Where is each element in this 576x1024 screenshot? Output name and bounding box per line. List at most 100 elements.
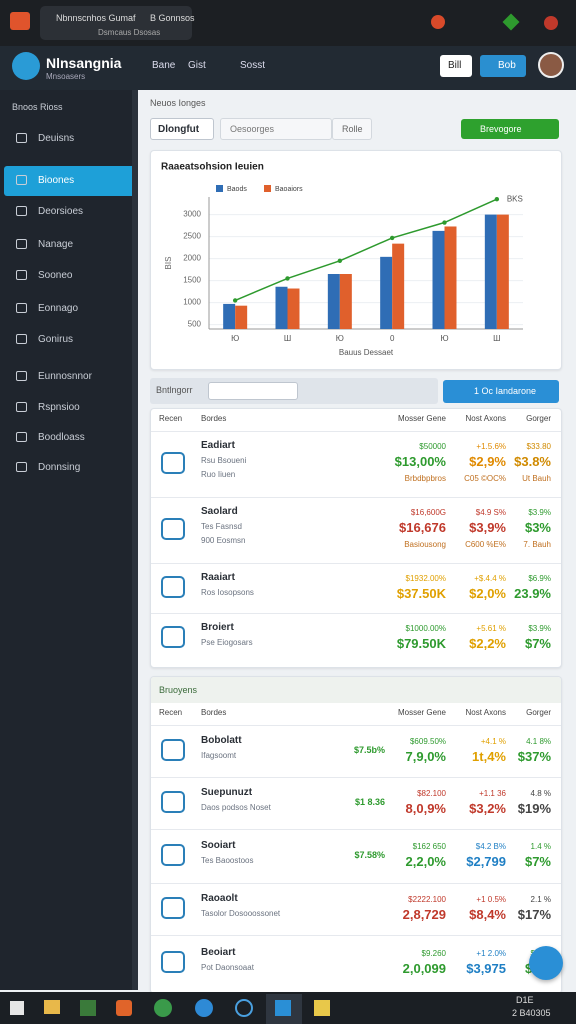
select-label: Bntlngorr	[156, 385, 193, 395]
browser-tab[interactable]	[40, 6, 192, 40]
sidebar-item[interactable]: Eunnosnnor	[38, 371, 92, 382]
sidebar-item[interactable]: Gonirus	[38, 334, 74, 345]
cell-value: 2,8,729	[402, 907, 446, 922]
cell-value: C600 %E%	[465, 540, 506, 549]
cell-value: $79.50K	[396, 636, 446, 651]
table-row[interactable]	[151, 829, 561, 884]
sidebar-item[interactable]: Nanage	[38, 239, 74, 250]
select[interactable]	[208, 382, 298, 400]
line-point	[285, 276, 290, 281]
sidebar-icon	[16, 402, 27, 412]
taskbar-app[interactable]	[195, 999, 213, 1017]
nav-link[interactable]: Sosst	[240, 60, 266, 71]
cell-value: 4.1 8%	[526, 737, 551, 746]
sidebar-active[interactable]	[4, 166, 132, 196]
row-title: Suepunuzt	[201, 787, 253, 798]
table-row[interactable]	[151, 613, 561, 664]
search-input[interactable]	[220, 118, 332, 140]
start-button[interactable]	[10, 1001, 24, 1015]
bar	[484, 214, 497, 329]
row-title: Raaiart	[201, 572, 235, 583]
sidebar-item[interactable]: Bioones	[38, 175, 75, 186]
bar	[444, 226, 457, 329]
cell-value: +1.5.6%	[476, 442, 506, 451]
header-button[interactable]	[440, 55, 472, 77]
cell-value: $8,4%	[469, 907, 506, 922]
taskbar-app[interactable]	[80, 1000, 96, 1016]
cell-value: Ut Bauh	[522, 474, 551, 483]
taskbar-app[interactable]	[275, 1000, 291, 1016]
sidebar-icon	[16, 334, 27, 344]
row-extra: $1 8.36	[354, 797, 385, 807]
cell-value: $3%	[524, 520, 551, 535]
header-button-label: Bill	[448, 60, 462, 71]
cell-value: $2,0%	[469, 586, 506, 601]
taskbar-app[interactable]	[116, 1000, 132, 1016]
row-icon	[161, 897, 185, 919]
app-subtitle: Mnsoasers	[46, 72, 86, 81]
app-header: Nlnsangnia Mnsoasers Bane Gist Sosst Bil…	[0, 46, 576, 90]
avatar[interactable]	[538, 52, 564, 78]
column-header: Nost Axons	[465, 414, 506, 423]
sidebar-item[interactable]: Rspnsioo	[38, 402, 80, 413]
bar	[496, 214, 509, 329]
cell-value: +4.1 %	[480, 737, 506, 746]
address-bar[interactable]: Dsmcaus Dsosas	[98, 28, 161, 37]
cell-value: $4.2 B%	[475, 842, 506, 851]
sidebar-item[interactable]: Sooneo	[38, 270, 73, 281]
cell-value: +$.4.4 %	[474, 574, 506, 583]
sidebar-item[interactable]: Deuisns	[38, 133, 75, 144]
nav-link[interactable]: Bane	[152, 60, 176, 71]
row-subtitle: Pot Daonsoaat	[201, 963, 254, 972]
cell-value: 1.4 %	[530, 842, 551, 851]
cell-value: $7%	[524, 854, 551, 869]
cell-value: +1 2.0%	[476, 949, 506, 958]
taskbar-app[interactable]	[314, 1000, 330, 1016]
sidebar-icon	[16, 239, 27, 249]
line-point	[337, 258, 343, 263]
ext-icon[interactable]	[502, 13, 520, 31]
table-row[interactable]	[151, 497, 561, 564]
sidebar-item[interactable]: Donnsing	[38, 462, 81, 473]
header-button[interactable]	[480, 55, 526, 77]
sidebar-item[interactable]: Boodloass	[38, 432, 85, 443]
row-title: Saolard	[201, 506, 238, 517]
green-button[interactable]	[461, 119, 559, 139]
table-row[interactable]	[151, 725, 561, 778]
nav-link[interactable]: Gist	[188, 60, 206, 71]
sidebar-item[interactable]: Deorsioes	[38, 206, 84, 217]
cell-value: $1932.00%	[405, 574, 446, 583]
sidebar-item[interactable]: Eonnago	[38, 303, 79, 314]
table-row[interactable]	[151, 777, 561, 830]
chart: Raaeatsohsion Ieuien BIS Bauus Dessaet 500 1…	[161, 162, 523, 357]
search-button[interactable]	[332, 118, 372, 140]
column-header: Gorger	[526, 708, 551, 717]
cell-value: $7%	[524, 636, 551, 651]
series-end-label: BKS	[507, 194, 523, 203]
row-title: Broiert	[201, 622, 234, 633]
row-extra: $7.5b%	[353, 745, 385, 755]
primary-button[interactable]	[443, 380, 559, 403]
sidebar-icon	[16, 133, 27, 143]
x-tick-label: 0	[390, 334, 395, 343]
legend-swatch	[264, 185, 271, 192]
table-row[interactable]	[151, 563, 561, 614]
taskbar-app[interactable]	[44, 1000, 60, 1014]
table-row[interactable]	[151, 431, 561, 498]
dropdown[interactable]	[150, 118, 214, 140]
taskbar-app[interactable]	[154, 999, 172, 1017]
y-tick-label: 500	[188, 320, 202, 329]
taskbar-app[interactable]	[235, 999, 253, 1017]
cell-value: $50000	[419, 442, 446, 451]
sidebar-icon	[16, 270, 27, 280]
fab[interactable]	[529, 946, 563, 980]
row-icon	[161, 576, 185, 598]
profile-icon[interactable]	[544, 16, 558, 30]
cell-value: $3.9%	[528, 508, 551, 517]
sidebar-icon	[16, 371, 27, 381]
cell-value: 2,0,099	[402, 961, 446, 976]
ext-icon[interactable]	[431, 15, 445, 29]
cell-value: $162 650	[412, 842, 446, 851]
table-row[interactable]	[151, 883, 561, 936]
table-row[interactable]	[151, 935, 561, 992]
